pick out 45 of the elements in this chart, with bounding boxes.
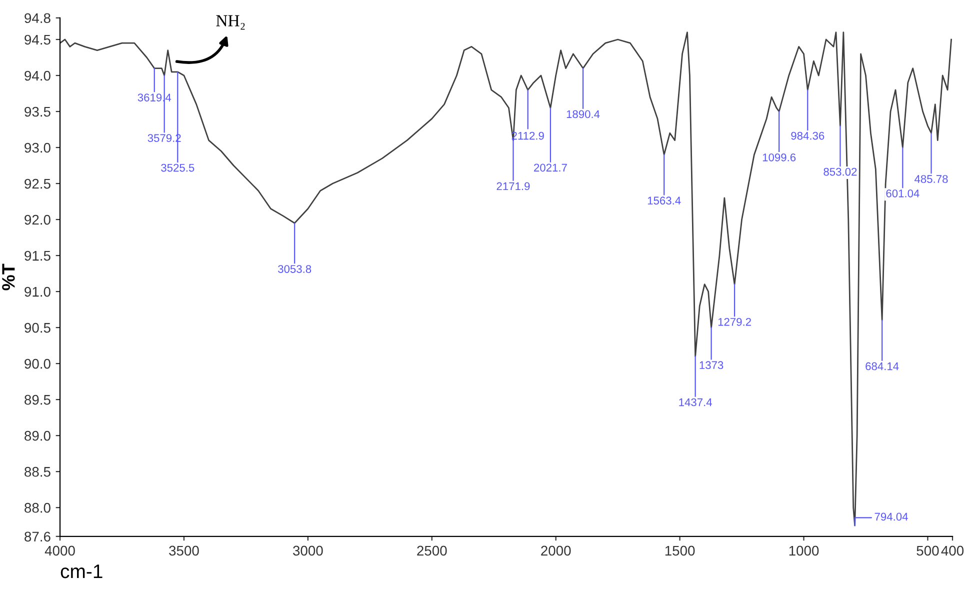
annotation: 1890.4	[566, 110, 600, 118]
annotation: 794.04	[874, 512, 908, 521]
x-tick-label: 500	[916, 546, 939, 556]
annotation: 684.14	[866, 362, 899, 370]
y-tick-label: 93.0	[24, 142, 50, 153]
annotation: 485.78	[914, 175, 948, 183]
annotation: 2021.7	[534, 164, 567, 172]
y-tick-label: 88.0	[24, 502, 50, 513]
line-series	[60, 32, 952, 526]
annotation: 2171.9	[496, 182, 530, 190]
annotation: 601.04	[886, 189, 920, 198]
annotation: 3053.8	[278, 265, 312, 273]
y-tick-label: 92.5	[24, 178, 50, 189]
x-tick-label: 1500	[665, 546, 695, 556]
annotation: 1279.2	[718, 318, 751, 326]
y-tick-label: 88.5	[24, 466, 50, 477]
y-tick-label: 91.5	[24, 250, 50, 261]
annotation: NH₂	[216, 15, 245, 30]
x-tick-label: 3000	[293, 546, 323, 556]
y-tick-label: 90.0	[24, 358, 50, 369]
y-tick-label: 87.6	[24, 532, 50, 542]
annotation: 1099.6	[762, 153, 796, 162]
x-tick-label: 3500	[169, 546, 199, 556]
y-tick-label: 94.0	[24, 70, 50, 81]
x-tick-label: 400	[941, 546, 964, 556]
y-tick-label: 92.0	[24, 214, 50, 225]
x-axis-title: cm-1	[60, 564, 102, 578]
y-tick-label: 93.5	[24, 106, 50, 117]
annotation: 1563.4	[648, 196, 681, 205]
x-tick-label: 4000	[44, 546, 75, 556]
y-tick-label: 90.5	[24, 322, 50, 333]
y-tick-label: 94.8	[24, 13, 50, 24]
annotation: 3525.5	[161, 164, 194, 172]
y-axis-title: %T	[2, 264, 15, 290]
annotation: 984.36	[791, 132, 824, 140]
y-tick-label: 91.0	[24, 286, 50, 297]
x-tick-label: 2000	[541, 546, 571, 556]
x-tick-label: 2500	[417, 546, 447, 556]
annotation: 1373	[700, 361, 724, 370]
annotation: 853.02	[824, 168, 857, 176]
annotation: 1437.4	[679, 398, 712, 406]
y-tick-label: 89.5	[24, 394, 50, 405]
y-tick-label: 89.0	[24, 430, 50, 441]
x-tick-label: 1000	[789, 546, 819, 556]
y-tick-label: 94.5	[24, 34, 50, 45]
